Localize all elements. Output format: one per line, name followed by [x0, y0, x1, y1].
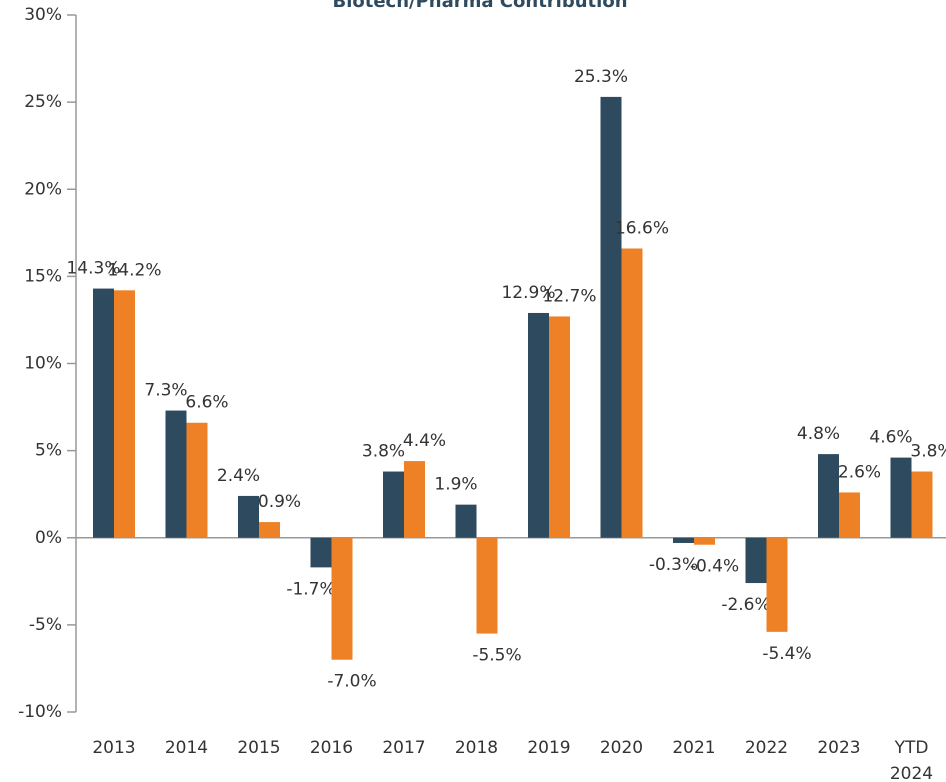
data-label: 2.4% — [217, 466, 260, 486]
bar — [238, 495, 259, 538]
bar — [93, 288, 114, 538]
bar — [766, 537, 788, 632]
y-tick-label: 10% — [24, 354, 62, 374]
data-label: 12.7% — [542, 286, 596, 306]
data-label: -5.5% — [472, 646, 521, 666]
bar — [694, 537, 715, 545]
y-tick-label: -10% — [18, 702, 62, 722]
x-tick-label: 2016 — [310, 738, 353, 758]
x-tick-label: 2022 — [745, 738, 788, 758]
data-label: 14.3% — [66, 259, 120, 279]
data-label: 14.2% — [107, 260, 161, 280]
bar — [600, 96, 622, 538]
bar — [528, 312, 549, 538]
data-label: 4.6% — [869, 428, 912, 448]
x-tick-label: 2020 — [600, 738, 643, 758]
data-label: -0.3% — [649, 555, 698, 575]
bar — [890, 457, 912, 538]
y-tick-label: 5% — [35, 441, 62, 461]
y-tick-label: 30% — [24, 5, 62, 25]
bar — [476, 537, 498, 634]
bar — [911, 471, 933, 538]
data-label: 25.3% — [574, 67, 628, 87]
data-label: 2.6% — [838, 462, 881, 482]
data-label: -7.0% — [327, 672, 376, 692]
data-label: 1.9% — [434, 475, 477, 495]
x-tick-label: 2014 — [165, 738, 208, 758]
bar — [331, 537, 353, 660]
chart-title: Biotech/Pharma Contribution — [332, 0, 627, 12]
bar — [114, 290, 135, 538]
x-tick-label: 2015 — [237, 738, 280, 758]
y-tick-label: 25% — [24, 92, 62, 112]
bar — [673, 537, 694, 543]
bar — [818, 454, 839, 538]
data-label: 7.3% — [144, 381, 187, 401]
data-label: -5.4% — [762, 644, 811, 664]
bar — [839, 492, 860, 538]
data-label: 6.6% — [185, 393, 228, 413]
y-tick-label: -5% — [29, 615, 62, 635]
bar — [404, 461, 425, 538]
x-tick-label: 2019 — [527, 738, 570, 758]
x-tick-label: 2013 — [92, 738, 135, 758]
data-label: -1.7% — [286, 579, 335, 599]
bar — [455, 504, 477, 538]
x-tick-label: 2018 — [455, 738, 498, 758]
bar — [745, 537, 767, 584]
data-label: 3.8% — [910, 442, 946, 462]
data-label: 0.9% — [258, 492, 301, 512]
data-label: 16.6% — [615, 218, 669, 238]
y-tick-label: 15% — [24, 266, 62, 286]
x-tick-label: 2017 — [382, 738, 425, 758]
data-label: 4.8% — [797, 424, 840, 444]
y-tick-label: 20% — [24, 179, 62, 199]
data-label: 12.9% — [501, 283, 555, 303]
bar — [383, 471, 404, 538]
x-tick-label: 2023 — [817, 738, 860, 758]
data-label: 4.4% — [403, 431, 446, 451]
bar — [259, 522, 280, 538]
bar — [310, 537, 332, 568]
y-tick-label: 0% — [35, 528, 62, 548]
bar — [549, 316, 570, 538]
data-label: -0.4% — [690, 557, 739, 577]
bar — [621, 248, 643, 538]
bar — [186, 422, 208, 538]
bar — [165, 410, 187, 538]
data-label: -2.6% — [721, 595, 770, 615]
x-tick-label: 2021 — [672, 738, 715, 758]
data-label: 3.8% — [362, 442, 405, 462]
x-tick-label: YTD 2024 — [890, 738, 933, 782]
